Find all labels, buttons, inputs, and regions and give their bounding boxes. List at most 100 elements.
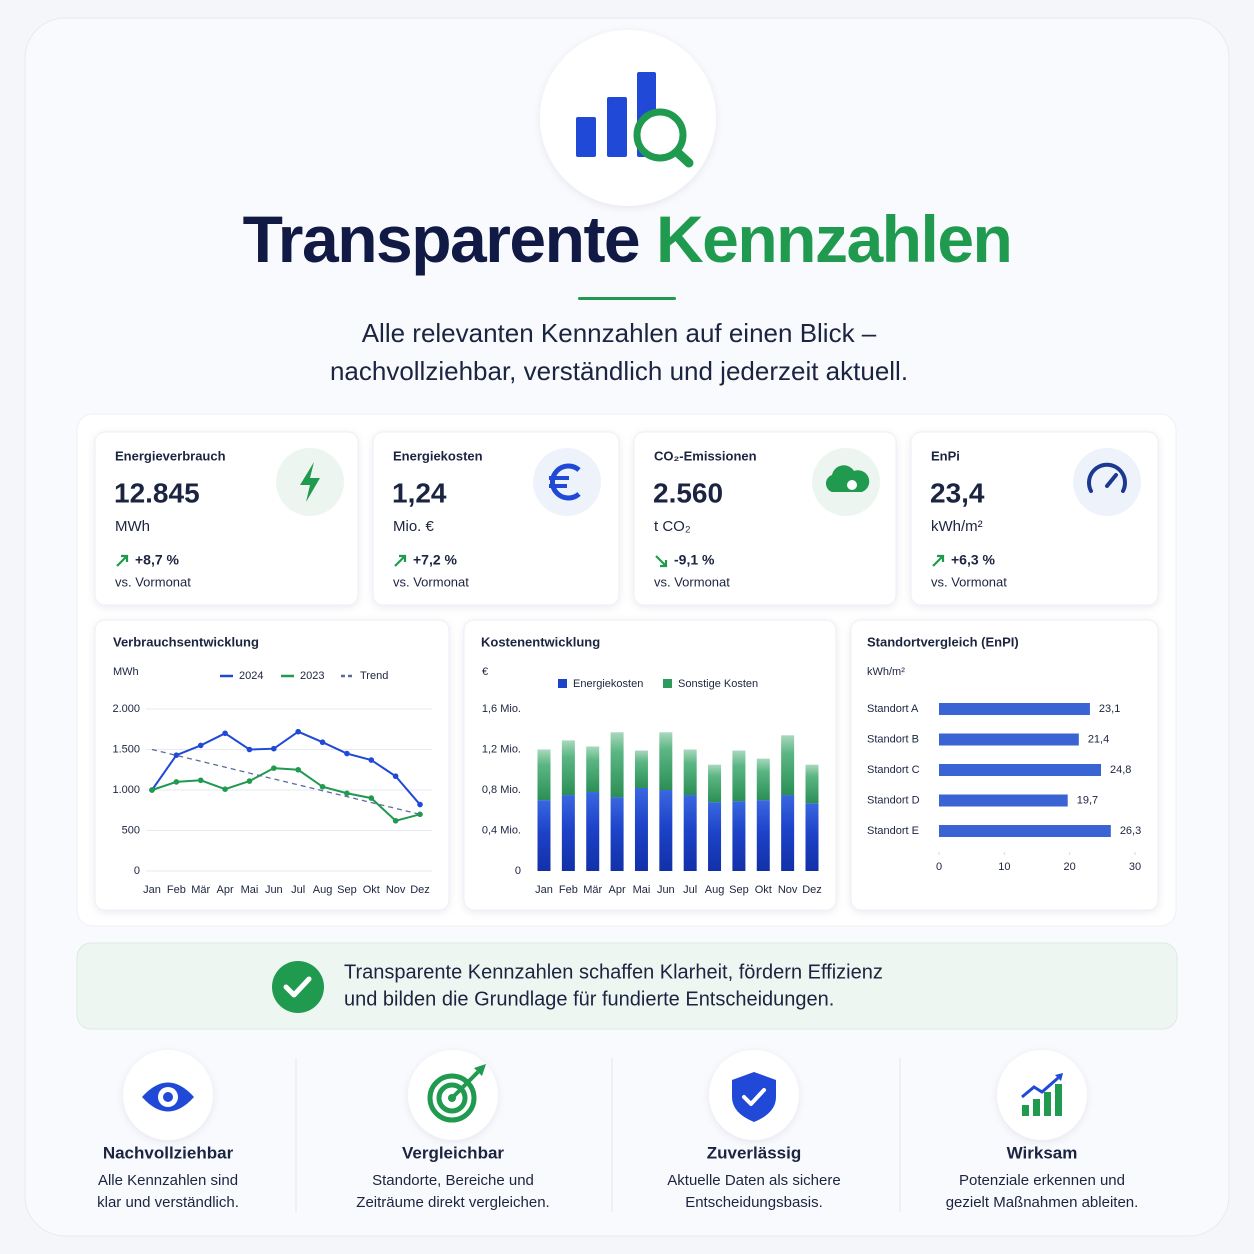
kpi-icon [845, 478, 859, 492]
check-icon [272, 961, 324, 1013]
bar-segment [781, 735, 795, 796]
y-tick-label: 0,8 Mio. [482, 784, 521, 796]
category-label: Standort C [867, 764, 920, 776]
kpi-label: Energieverbrauch [115, 448, 226, 463]
kpi-label: Energiekosten [393, 448, 483, 463]
kpi-note: vs. Vormonat [393, 574, 469, 589]
x-tick-label: Apr [609, 884, 626, 896]
y-tick-label: 0,4 Mio. [482, 824, 521, 836]
bar-segment [756, 800, 770, 871]
category-label: Standort D [867, 794, 920, 806]
header-icon [540, 30, 716, 206]
subtitle: Alle relevanten Kennzahlen auf einen Bli… [362, 318, 877, 348]
x-tick-label: Feb [559, 884, 578, 896]
chart-title: Standortvergleich (EnPI) [867, 634, 1019, 649]
kpi-card: CO₂-Emissionen 2.560 t CO₂ -9,1 % vs. Vormon… [633, 431, 897, 606]
bar-segment [634, 750, 648, 788]
bar [939, 733, 1079, 746]
x-tick-label: Jun [265, 884, 283, 896]
kpi-icon [1105, 473, 1118, 488]
bar [939, 764, 1102, 776]
x-tick-label: Okt [755, 884, 772, 896]
statement-text: Transparente Kennzahlen schaffen Klarhei… [344, 961, 883, 983]
bar [939, 794, 1068, 807]
y-tick-label: 0 [515, 865, 521, 877]
kpi-label: CO₂-Emissionen [654, 448, 757, 463]
value-label: 21,4 [1088, 733, 1109, 745]
x-tick-label: Sep [337, 884, 357, 896]
bar [939, 825, 1111, 837]
title-underline [578, 297, 676, 300]
feature-title: Wirksam [1007, 1143, 1078, 1162]
data-point [344, 750, 350, 757]
kpi-arrow [394, 554, 407, 567]
y-tick-label: 500 [122, 824, 140, 836]
data-point [344, 790, 350, 797]
x-tick-label: Mär [583, 884, 602, 896]
data-point [368, 757, 375, 763]
growth-icon [997, 1050, 1087, 1140]
kpi-arrow [116, 554, 129, 567]
legend-swatch [663, 679, 672, 688]
chart-title: Kostenentwicklung [481, 634, 600, 649]
data-point [246, 778, 253, 784]
kpi-change: +8,7 % [135, 552, 180, 568]
data-point [197, 777, 204, 784]
x-tick-label: Mai [241, 884, 259, 896]
x-tick-label: Feb [167, 884, 186, 896]
category-label: Standort E [867, 825, 919, 837]
bar-segment [732, 750, 746, 802]
value-label: 24,8 [1110, 764, 1131, 776]
data-point [368, 795, 375, 801]
data-point [222, 786, 228, 792]
y-tick-label: 2.000 [112, 703, 140, 715]
axis-label: € [482, 666, 488, 678]
data-point [149, 787, 155, 793]
kpi-icon [1087, 462, 1127, 493]
x-tick-label: Nov [386, 884, 406, 896]
y-tick-label: 1,2 Mio. [482, 743, 521, 755]
kpi-icon [549, 463, 581, 501]
kpi-card: Energieverbrauch 12.845 MWh +8,7 % vs. Vormo… [94, 431, 359, 606]
kpi-change: +6,3 % [951, 552, 996, 568]
feature-text: Potenziale erkennen und [959, 1172, 1125, 1189]
bar-segment [708, 764, 722, 803]
kpi-unit: kWh/m² [931, 518, 983, 535]
x-tick-label: Mai [633, 884, 651, 896]
data-point [295, 728, 301, 735]
data-point [392, 773, 399, 780]
value-label: 26,3 [1120, 825, 1141, 837]
kpi-change: +7,2 % [413, 552, 458, 568]
series-line [151, 767, 421, 822]
kpi-unit: MWh [115, 518, 150, 535]
kpi-unit: t CO₂ [654, 518, 691, 535]
y-tick-label: 1,6 Mio. [482, 703, 521, 715]
kpi-value: 1,24 [392, 477, 447, 508]
x-tick-label: 20 [1064, 861, 1076, 873]
bar-segment [756, 758, 770, 801]
kpi-value: 23,4 [930, 477, 985, 508]
legend-label: Sonstige Kosten [678, 678, 758, 690]
x-tick-label: Nov [778, 884, 798, 896]
x-tick-label: Dez [410, 884, 430, 896]
data-point [295, 766, 301, 773]
x-tick-label: Jan [535, 884, 553, 896]
kpi-change: -9,1 % [674, 552, 715, 568]
feature-title: Nachvollziehbar [103, 1143, 234, 1162]
x-tick-label: Apr [217, 884, 234, 896]
category-label: Standort A [867, 703, 919, 715]
y-tick-label: 0 [134, 865, 140, 877]
axis-label: MWh [113, 666, 139, 678]
x-tick-label: Jul [683, 884, 697, 896]
bar-segment [561, 795, 575, 871]
x-tick-label: 10 [998, 861, 1010, 873]
data-point [392, 817, 399, 824]
kpi-icon [300, 462, 320, 502]
feature-text: Entscheidungsbasis. [685, 1194, 823, 1211]
kpi-icon-bg [1073, 448, 1141, 516]
chart-title: Verbrauchsentwicklung [113, 634, 259, 649]
kpi-note: vs. Vormonat [654, 574, 730, 589]
bar-segment [561, 740, 575, 796]
data-point [417, 801, 423, 808]
